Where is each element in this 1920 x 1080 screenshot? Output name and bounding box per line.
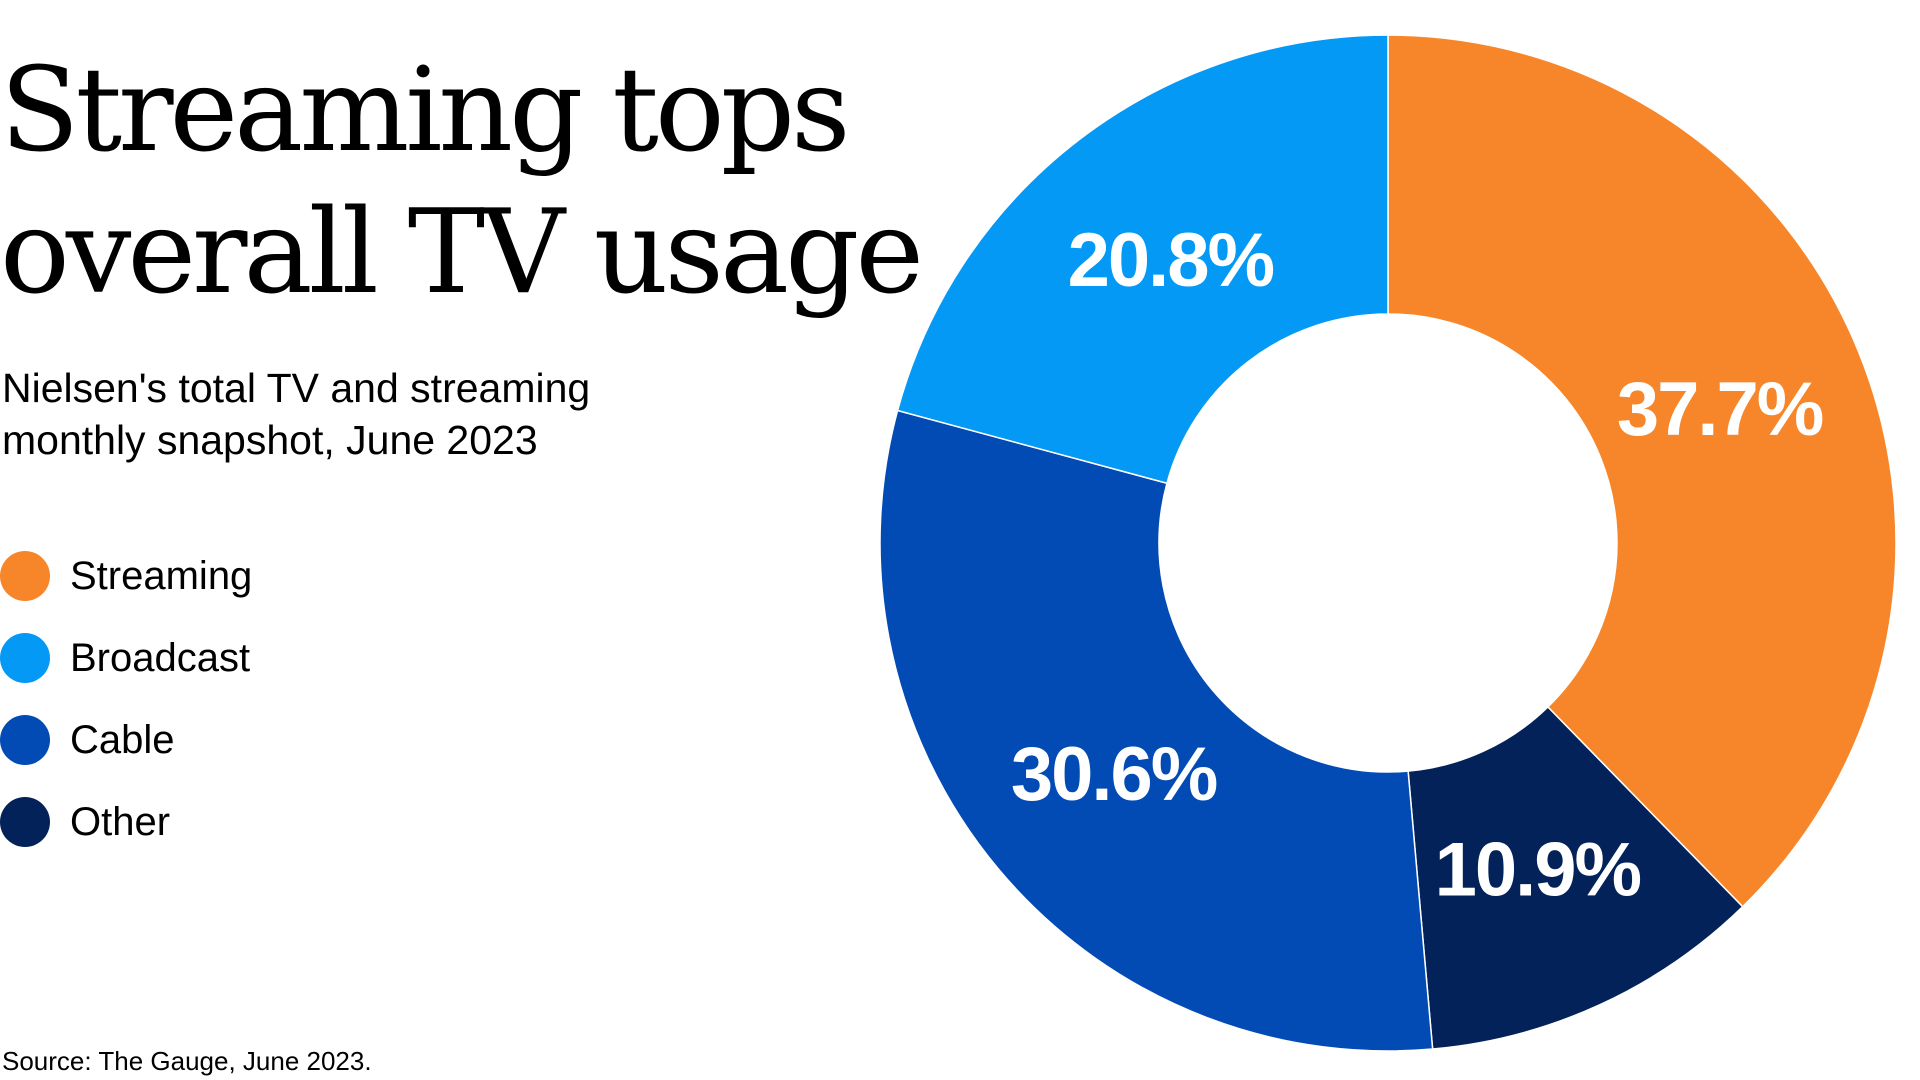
source-note: Source: The Gauge, June 2023. [2, 1046, 372, 1076]
data-label-cable: 30.6% [1011, 732, 1217, 817]
legend-swatch [0, 633, 50, 683]
legend-label: Other [70, 799, 171, 844]
legend-label: Streaming [70, 553, 253, 598]
slice-other [1407, 705, 1744, 1050]
slice-streaming [1387, 34, 1897, 908]
slice-cable [879, 409, 1434, 1052]
data-label-streaming: 37.7% [1617, 367, 1823, 452]
subtitle-line-2: monthly snapshot, June 2023 [2, 417, 538, 463]
legend-swatch [0, 551, 50, 601]
legend-label: Broadcast [70, 635, 251, 680]
chart-title: Streaming tops overall TV usage [0, 40, 924, 324]
chart-subtitle: Nielsen's total TV and streaming monthly… [2, 362, 702, 466]
legend-item-broadcast: Broadcast [0, 617, 252, 699]
legend-item-streaming: Streaming [0, 535, 252, 617]
legend-label: Cable [70, 717, 175, 762]
legend-item-other: Other [0, 781, 252, 863]
legend-swatch [0, 715, 50, 765]
data-label-other: 10.9% [1435, 827, 1641, 912]
data-label-broadcast: 20.8% [1068, 218, 1274, 303]
legend: Streaming Broadcast Cable Other [0, 535, 252, 863]
title-line-1: Streaming tops [0, 43, 851, 178]
legend-item-cable: Cable [0, 699, 252, 781]
title-line-2: overall TV usage [0, 185, 924, 320]
slice-broadcast [896, 34, 1389, 485]
legend-swatch [0, 797, 50, 847]
subtitle-line-1: Nielsen's total TV and streaming [2, 365, 591, 411]
